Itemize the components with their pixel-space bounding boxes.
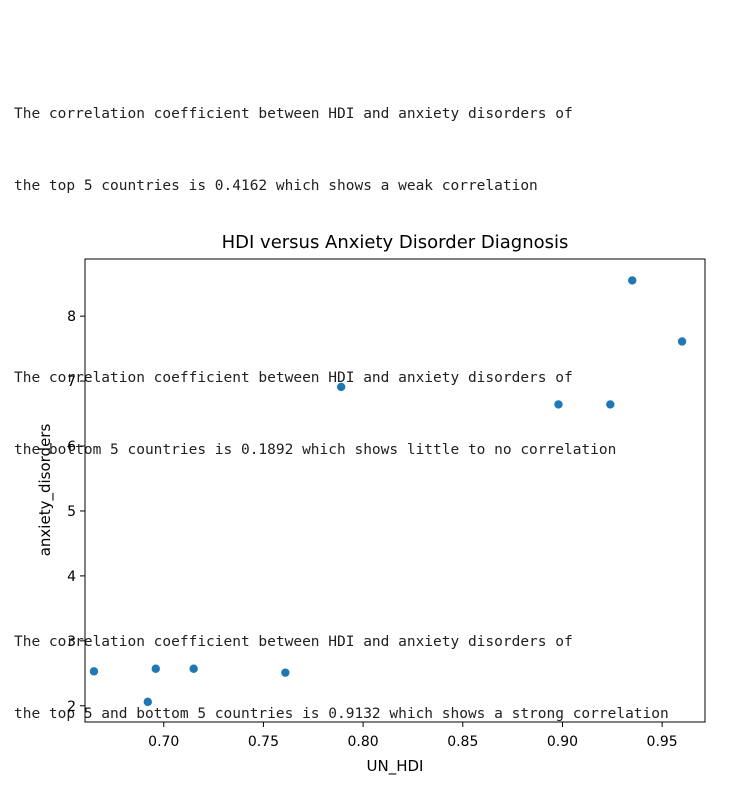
scatter-chart: HDI versus Anxiety Disorder Diagnosis 0.… (36, 232, 706, 776)
y-tick-label: 8 (67, 309, 76, 325)
output-line: the top 5 and bottom 5 countries is 0.91… (14, 706, 669, 722)
y-tick-label: 4 (67, 569, 76, 585)
output-line: The correlation coefficient between HDI … (14, 634, 573, 650)
data-point (188, 663, 199, 674)
cell-output-text: The correlation coefficient between HDI … (14, 6, 669, 798)
x-axis-ticks: 0.70 0.75 0.80 0.85 0.90 0.95 (148, 722, 678, 750)
correlation-result-top5: The correlation coefficient between HDI … (14, 54, 669, 246)
data-point (627, 275, 638, 286)
correlation-result-bottom5: The correlation coefficient between HDI … (14, 318, 669, 510)
output-line: the top 5 countries is 0.4162 which show… (14, 178, 538, 194)
data-point (605, 399, 616, 410)
output-line: The correlation coefficient between HDI … (14, 370, 573, 386)
data-point (677, 336, 687, 347)
data-point (89, 666, 99, 677)
y-tick-label: 2 (67, 699, 76, 715)
x-tick-label: 0.85 (447, 734, 478, 750)
y-axis-ticks: 2 3 4 5 6 7 8 (67, 309, 85, 715)
x-tick-label: 0.95 (647, 734, 678, 750)
x-axis-label: UN_HDI (367, 757, 424, 776)
x-tick-label: 0.90 (547, 734, 578, 750)
data-point (280, 667, 291, 678)
y-tick-label: 5 (67, 504, 76, 520)
scatter-points (89, 275, 687, 707)
data-point (553, 399, 564, 410)
y-axis-label: anxiety_disorders (36, 424, 55, 557)
data-point (142, 697, 153, 707)
x-tick-label: 0.75 (248, 734, 279, 750)
y-tick-label: 6 (67, 439, 76, 455)
y-tick-label: 3 (67, 634, 76, 650)
scatter-chart-figure: HDI versus Anxiety Disorder Diagnosis 0.… (0, 222, 742, 782)
plot-area-frame (84, 258, 706, 723)
y-tick-label: 7 (67, 374, 76, 390)
x-tick-label: 0.70 (148, 734, 179, 750)
correlation-result-combined: The correlation coefficient between HDI … (14, 582, 669, 774)
chart-title: HDI versus Anxiety Disorder Diagnosis (222, 232, 569, 253)
output-line: the bottom 5 countries is 0.1892 which s… (14, 442, 617, 458)
output-line: The correlation coefficient between HDI … (14, 106, 573, 122)
x-tick-label: 0.80 (348, 734, 379, 750)
data-point (150, 663, 161, 674)
data-point (336, 382, 346, 392)
